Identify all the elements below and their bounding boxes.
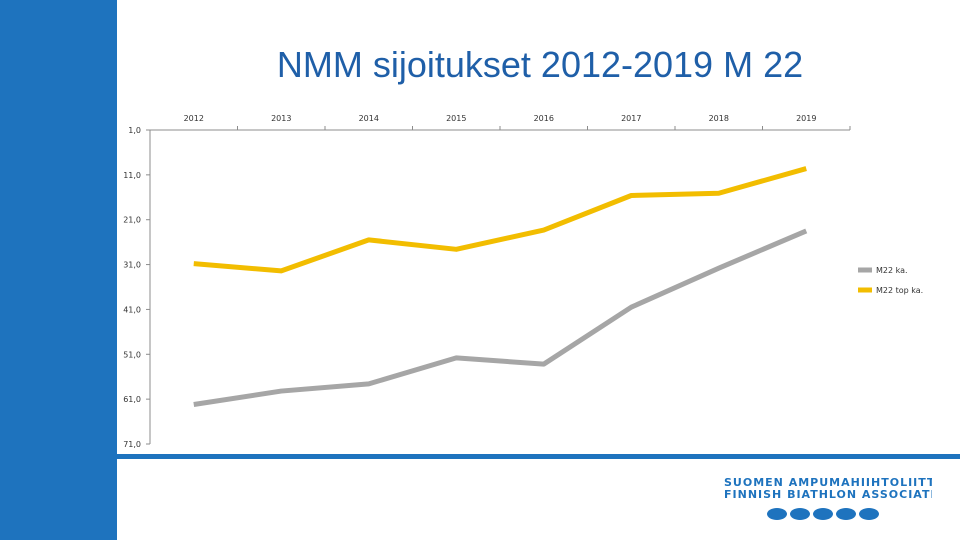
y-tick-label: 21,0 <box>123 216 141 225</box>
chart-series <box>193 166 808 407</box>
logo-dots <box>767 508 879 520</box>
y-tick-label: 31,0 <box>123 261 141 270</box>
series-line-m22-top-ka <box>193 166 807 274</box>
x-tick-label: 2014 <box>359 114 379 123</box>
side-accent-bar <box>0 0 117 540</box>
y-tick-label: 71,0 <box>123 440 141 449</box>
y-tick-label: 41,0 <box>123 305 141 314</box>
chart-axes: 2012 2013 2014 2015 2016 2017 2018 2019 1,0 11,0 2… <box>123 114 851 449</box>
x-tick-label: 2019 <box>796 114 816 123</box>
series-line-m22-ka <box>193 228 808 407</box>
y-tick-label: 61,0 <box>123 395 141 404</box>
y-tick-label: 51,0 <box>123 350 141 359</box>
x-tick-label: 2016 <box>534 114 554 123</box>
page-title: NMM sijoitukset 2012-2019 M 22 <box>276 44 804 85</box>
association-logo: SUOMEN AMPUMAHIIHTOLIITTO FINNISH BIATHL… <box>724 476 932 520</box>
y-tick-label: 11,0 <box>123 171 141 180</box>
legend-label: M22 ka. <box>876 266 908 275</box>
x-tick-label: 2018 <box>709 114 729 123</box>
y-tick-label: 1,0 <box>128 126 141 135</box>
logo-text-line1: SUOMEN AMPUMAHIIHTOLIITTO <box>724 476 932 489</box>
logo-text-line2: FINNISH BIATHLON ASSOCIATION <box>724 488 932 501</box>
x-tick-label: 2012 <box>184 114 204 123</box>
chart-legend: M22 ka. M22 top ka. <box>858 266 923 295</box>
x-tick-label: 2017 <box>621 114 641 123</box>
x-tick-label: 2015 <box>446 114 466 123</box>
footer-divider <box>117 454 960 459</box>
x-tick-label: 2013 <box>271 114 291 123</box>
legend-label: M22 top ka. <box>876 286 923 295</box>
